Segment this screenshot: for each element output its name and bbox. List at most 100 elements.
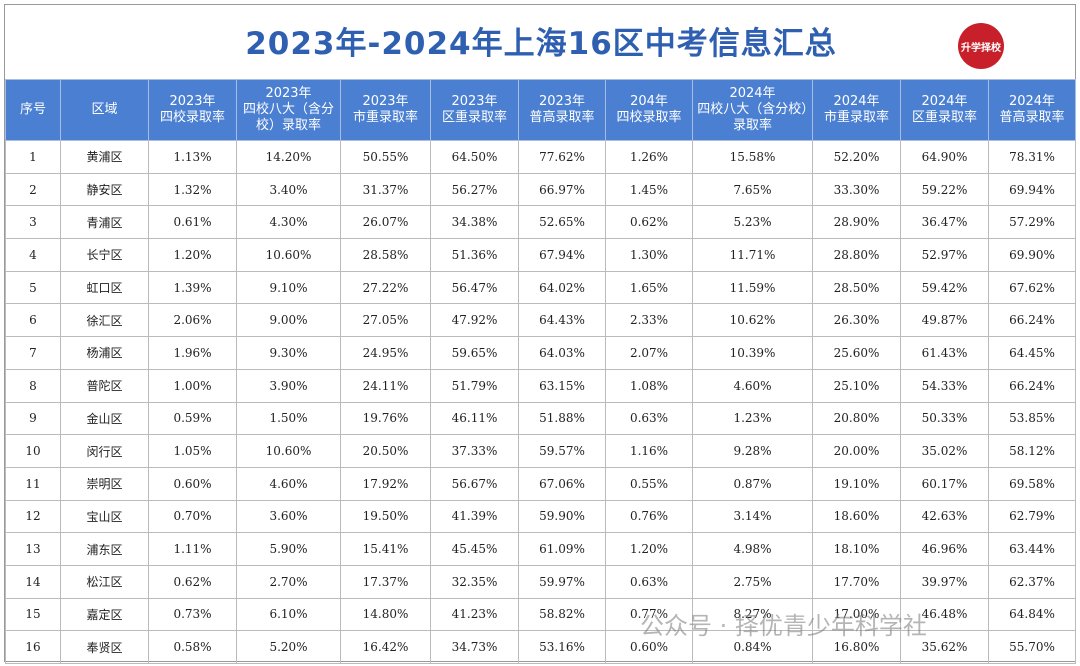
table-cell: 10.60% (236, 238, 341, 272)
table-cell: 10.60% (236, 434, 341, 468)
table-cell: 64.02% (518, 270, 606, 305)
table-cell: 5.90% (236, 532, 341, 566)
table-cell: 1.13% (148, 140, 237, 174)
table-cell: 2.07% (605, 336, 693, 370)
table-cell: 61.43% (900, 336, 989, 370)
table-cell: 嘉定区 (60, 597, 149, 632)
table-cell: 12 (5, 499, 61, 534)
table-cell: 1.39% (148, 270, 237, 305)
table-cell: 45.45% (430, 532, 519, 566)
table-cell: 7.65% (692, 172, 813, 207)
table-cell: 20.50% (340, 434, 431, 468)
table-cell: 53.85% (988, 401, 1076, 436)
table-row: 7 杨浦区 1.96% 9.30% 24.95% 59.65% 64.03% 2.07% 10.… (5, 336, 1076, 370)
table-cell: 60.17% (900, 466, 989, 501)
table-row: 4 长宁区 1.20% 10.60% 28.58% 51.36% 67.94% 1.30% 11… (5, 238, 1076, 272)
table-cell: 1.20% (148, 238, 237, 272)
table-cell: 46.11% (430, 401, 519, 436)
table-cell: 55.70% (988, 630, 1076, 664)
table-cell: 2 (5, 172, 61, 207)
table-row: 12 宝山区 0.70% 3.60% 19.50% 41.39% 59.90% 0.76% 3.… (5, 499, 1076, 534)
table-cell: 25.10% (812, 368, 901, 403)
table-cell: 34.38% (430, 205, 519, 240)
table-cell: 20.00% (812, 434, 901, 468)
table-cell: 13 (5, 532, 61, 566)
table-cell: 77.62% (518, 140, 606, 174)
table-cell: 16.42% (340, 630, 431, 664)
table-cell: 28.58% (340, 238, 431, 272)
table-cell: 1.05% (148, 434, 237, 468)
table-cell: 6.10% (236, 597, 341, 632)
column-header: 区域 (60, 79, 149, 141)
table-cell: 0.87% (692, 466, 813, 501)
table-cell: 78.31% (988, 140, 1076, 174)
table-cell: 51.88% (518, 401, 606, 436)
table-row: 9 金山区 0.59% 1.50% 19.76% 46.11% 51.88% 0.63% 1.2… (5, 401, 1076, 436)
table-cell: 1.32% (148, 172, 237, 207)
table-cell: 奉贤区 (60, 630, 149, 664)
table-cell: 9.00% (236, 303, 341, 338)
table-cell: 3.14% (692, 499, 813, 534)
table-cell: 宝山区 (60, 499, 149, 534)
table-cell: 54.33% (900, 368, 989, 403)
table-cell: 67.94% (518, 238, 606, 272)
table-cell: 37.33% (430, 434, 519, 468)
table-cell: 58.12% (988, 434, 1076, 468)
table-cell: 杨浦区 (60, 336, 149, 370)
column-header: 2023年 普高录取率 (518, 79, 606, 141)
table-cell: 11 (5, 466, 61, 501)
table-cell: 64.84% (988, 597, 1076, 632)
table-cell: 3 (5, 205, 61, 240)
table-cell: 59.97% (518, 564, 606, 599)
table-cell: 1.96% (148, 336, 237, 370)
table-cell: 0.84% (692, 630, 813, 664)
table-cell: 14.80% (340, 597, 431, 632)
table-cell: 69.58% (988, 466, 1076, 501)
table-row: 16 奉贤区 0.58% 5.20% 16.42% 34.73% 53.16% 0.60% 0.… (5, 630, 1076, 664)
column-header: 2023年 区重录取率 (430, 79, 519, 141)
table-cell: 46.48% (900, 597, 989, 632)
table-cell: 10.39% (692, 336, 813, 370)
table-cell: 17.37% (340, 564, 431, 599)
column-header: 204年 四校录取率 (605, 79, 693, 141)
table-cell: 1.08% (605, 368, 693, 403)
table-cell: 17.92% (340, 466, 431, 501)
table-cell: 25.60% (812, 336, 901, 370)
column-header: 2024年 市重录取率 (812, 79, 901, 141)
table-cell: 64.50% (430, 140, 519, 174)
table-cell: 4.60% (236, 466, 341, 501)
table-cell: 18.60% (812, 499, 901, 534)
table-cell: 浦东区 (60, 532, 149, 566)
table-cell: 28.90% (812, 205, 901, 240)
table-cell: 41.23% (430, 597, 519, 632)
table-cell: 24.95% (340, 336, 431, 370)
table-cell: 长宁区 (60, 238, 149, 272)
table-cell: 52.65% (518, 205, 606, 240)
table-cell: 50.55% (340, 140, 431, 174)
table-cell: 5 (5, 270, 61, 305)
table-cell: 0.62% (605, 205, 693, 240)
table-cell: 53.16% (518, 630, 606, 664)
table-cell: 51.36% (430, 238, 519, 272)
table-cell: 0.55% (605, 466, 693, 501)
table-cell: 49.87% (900, 303, 989, 338)
table-cell: 14 (5, 564, 61, 599)
title: 2023年-2024年上海16区中考信息汇总 (245, 26, 837, 62)
table-cell: 0.60% (605, 630, 693, 664)
table-cell: 47.92% (430, 303, 519, 338)
table-cell: 2.06% (148, 303, 237, 338)
table-cell: 1.11% (148, 532, 237, 566)
table-cell: 松江区 (60, 564, 149, 599)
table-cell: 崇明区 (60, 466, 149, 501)
table-row: 6 徐汇区 2.06% 9.00% 27.05% 47.92% 64.43% 2.33% 10.… (5, 303, 1076, 338)
table-cell: 62.37% (988, 564, 1076, 599)
table-cell: 1.50% (236, 401, 341, 436)
table-cell: 59.22% (900, 172, 989, 207)
table-cell: 59.65% (430, 336, 519, 370)
table-cell: 4 (5, 238, 61, 272)
table-cell: 51.79% (430, 368, 519, 403)
table-cell: 42.63% (900, 499, 989, 534)
table-cell: 56.27% (430, 172, 519, 207)
table-row: 3 青浦区 0.61% 4.30% 26.07% 34.38% 52.65% 0.62% 5.2… (5, 205, 1076, 240)
column-header: 2024年 普高录取率 (988, 79, 1076, 141)
